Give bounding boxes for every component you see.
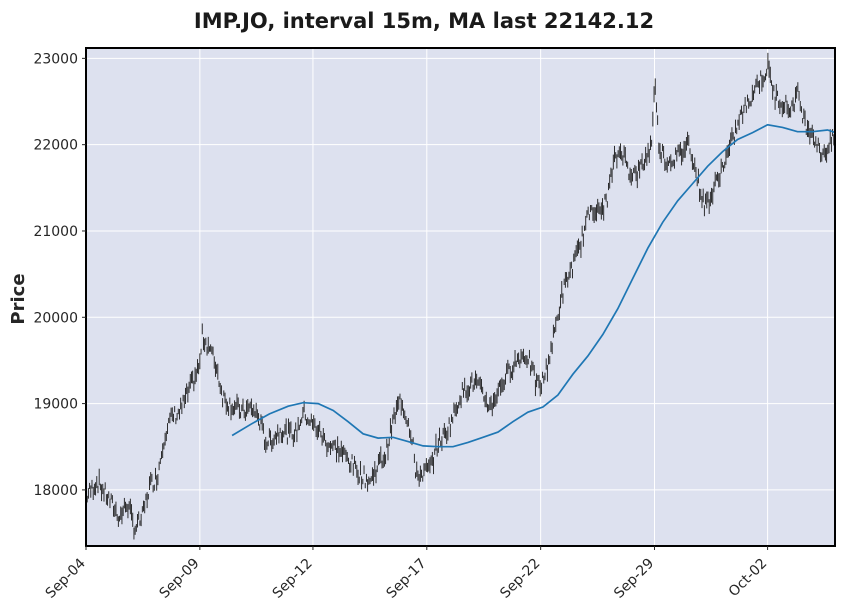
- x-tick-label: Sep-12: [270, 556, 316, 602]
- plot-frame: [85, 47, 836, 547]
- y-tick-label: 22000: [33, 138, 78, 154]
- x-tick-label: Sep-04: [43, 555, 89, 601]
- y-tick-label: 23000: [33, 51, 78, 67]
- y-axis-ticks: 18000 19000 20000 21000 22000 23000: [33, 51, 86, 499]
- x-axis-ticks: Sep-04 Sep-09 Sep-12 Sep-17 Sep-22 Sep-29 Oct-…: [43, 546, 771, 602]
- y-tick-label: 18000: [33, 483, 78, 499]
- moving-average-series: [231, 123, 836, 448]
- chart-title: IMP.JO, interval 15m, MA last 22142.12: [194, 9, 654, 33]
- y-tick-label: 19000: [33, 397, 78, 413]
- x-tick-label: Sep-22: [497, 556, 543, 602]
- price-series: [85, 52, 836, 540]
- x-tick-label: Sep-17: [383, 556, 429, 602]
- plot-area: [86, 48, 835, 546]
- grid-lines: [85, 48, 835, 546]
- moving-average-line: [231, 123, 836, 448]
- x-tick-label: Sep-29: [611, 556, 657, 602]
- y-tick-label: 21000: [33, 224, 78, 240]
- x-tick-label: Oct-02: [726, 556, 771, 601]
- y-tick-label: 20000: [33, 310, 78, 326]
- y-axis-label: Price: [8, 273, 29, 324]
- x-tick-label: Sep-09: [157, 556, 203, 602]
